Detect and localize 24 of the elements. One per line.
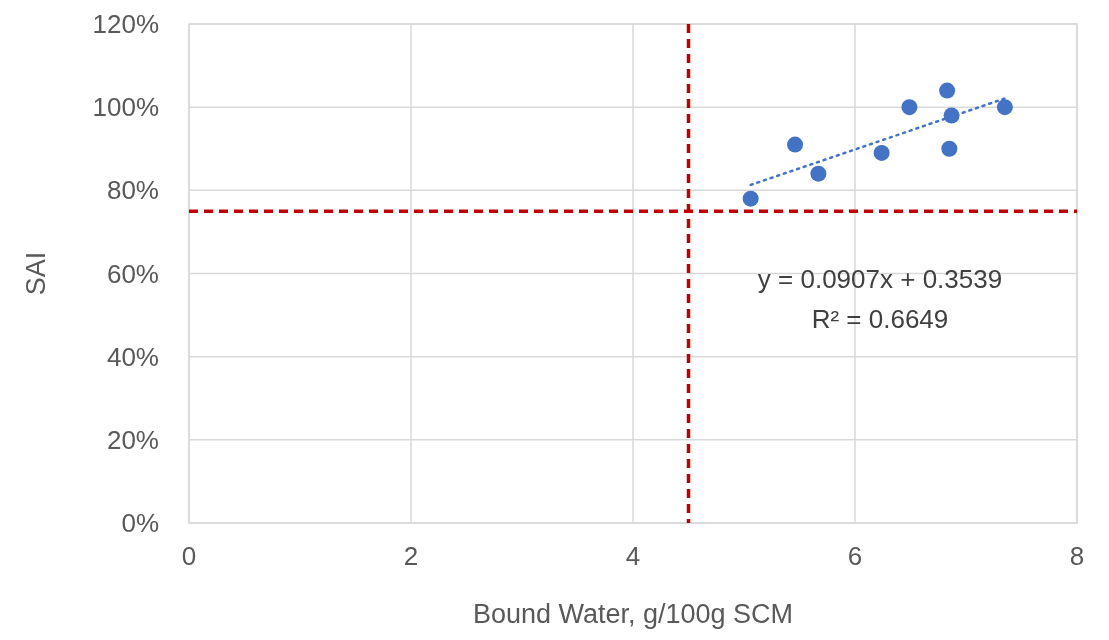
y-tick-label: 80%	[106, 175, 159, 206]
point	[901, 99, 918, 116]
point	[939, 82, 956, 99]
y-tick-label: 100%	[92, 92, 159, 123]
x-tick-label: 8	[1069, 541, 1085, 571]
point	[873, 144, 890, 161]
point	[787, 136, 804, 153]
x-axis-title: Bound Water, g/100g SCM	[472, 599, 794, 629]
annotation: y = 0.0907x + 0.3539	[757, 264, 1003, 294]
y-tick-label: 60%	[106, 258, 159, 289]
y-tick-label: 40%	[106, 341, 159, 372]
y-tick-label: 120%	[92, 9, 159, 39]
point	[996, 99, 1013, 116]
y-tick-label: 20%	[106, 424, 159, 455]
annotation: R² = 0.6649	[811, 304, 949, 334]
y-axis-title: SAI	[21, 251, 51, 296]
point	[941, 140, 958, 157]
point	[742, 190, 759, 207]
x-tick-label: 6	[847, 541, 863, 571]
point	[810, 165, 827, 182]
x-tick-label: 4	[625, 541, 641, 571]
x-tick-label: 0	[181, 541, 197, 571]
x-tick-label: 2	[403, 541, 419, 571]
y-tick-label: 0%	[121, 508, 159, 538]
